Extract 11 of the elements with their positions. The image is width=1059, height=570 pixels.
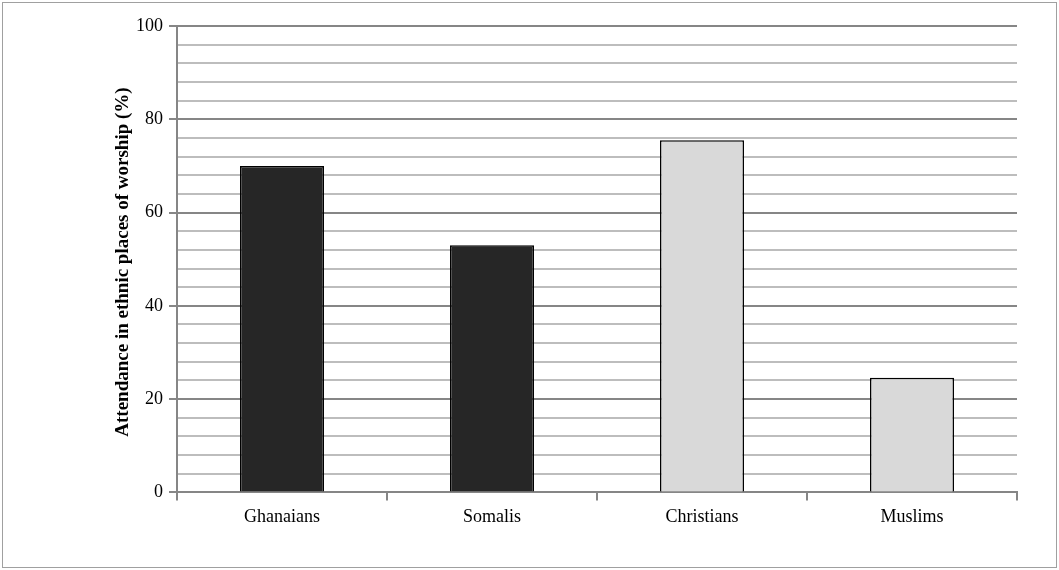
x-tick-label: Somalis bbox=[462, 505, 522, 526]
x-tick-label: Ghanaians bbox=[244, 505, 320, 526]
y-tick-label: 80 bbox=[145, 108, 163, 129]
y-tick-label: 40 bbox=[145, 294, 163, 315]
y-tick-label: 0 bbox=[154, 481, 163, 502]
x-tick-label: Muslims bbox=[880, 505, 944, 526]
y-tick-label: 100 bbox=[136, 14, 163, 35]
y-axis-title: Attendance in ethnic places of worship (%) bbox=[110, 86, 133, 439]
y-tick-label: 60 bbox=[145, 201, 163, 222]
x-tick-label: Christians bbox=[665, 505, 739, 526]
y-tick-label: 20 bbox=[145, 387, 163, 408]
